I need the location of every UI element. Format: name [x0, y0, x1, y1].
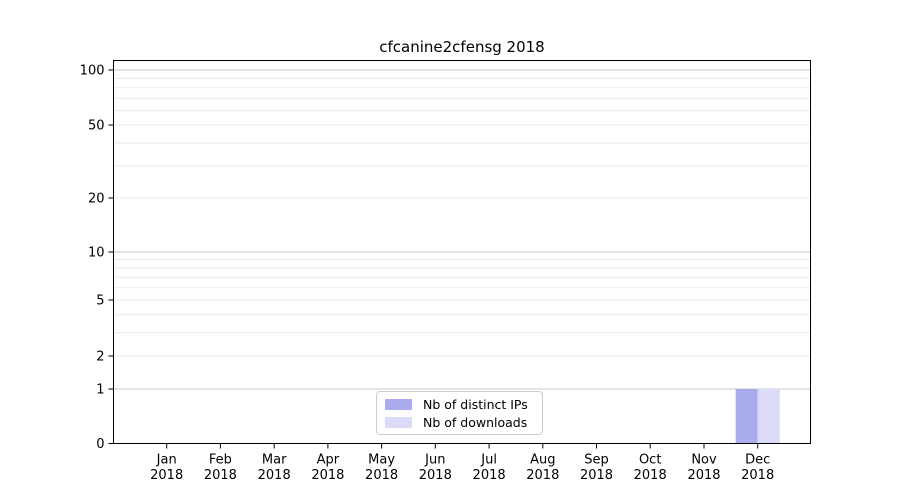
x-axis: Jan2018Feb2018Mar2018Apr2018May2018Jun20…: [150, 443, 774, 483]
y-tick-label-0: 0: [96, 437, 104, 452]
x-tick-label-month-aug: Aug: [530, 453, 555, 468]
x-tick-label-month-may: May: [368, 453, 395, 468]
x-tick-label-year-nov: 2018: [687, 468, 720, 483]
y-axis: 0 1 2 5 10 20 50 100: [80, 64, 114, 452]
y-tick-label-5: 5: [96, 294, 104, 309]
x-tick-label-year-jul: 2018: [473, 468, 506, 483]
x-tick-label-year-sep: 2018: [580, 468, 613, 483]
legend-item-distinct-ips: Nb of distinct IPs: [385, 397, 542, 412]
y-tick-label-10: 10: [88, 246, 105, 261]
x-tick-label-year-may: 2018: [365, 468, 398, 483]
y-tick-label-50: 50: [88, 119, 105, 134]
legend-box: Nb of distinct IPs Nb of downloads: [376, 391, 543, 435]
x-tick-label-year-apr: 2018: [311, 468, 344, 483]
x-tick-label-month-sep: Sep: [584, 453, 609, 468]
legend-label-distinct-ips: Nb of distinct IPs: [423, 396, 528, 412]
bar-nb-of-downloads-dec: [757, 389, 780, 444]
x-tick-label-month-jul: Jul: [480, 453, 497, 468]
x-tick-label-month-dec: Dec: [745, 453, 770, 468]
x-tick-label-year-aug: 2018: [526, 468, 559, 483]
gridlines: [113, 69, 811, 390]
x-tick-label-year-feb: 2018: [204, 468, 237, 483]
x-tick-label-month-mar: Mar: [262, 453, 287, 468]
x-tick-label-year-jun: 2018: [419, 468, 452, 483]
x-tick-label-year-jan: 2018: [150, 468, 183, 483]
x-tick-label-month-jan: Jan: [156, 453, 177, 468]
y-tick-label-2: 2: [96, 350, 104, 365]
x-tick-label-month-oct: Oct: [639, 453, 661, 468]
legend-item-downloads: Nb of downloads: [385, 415, 542, 430]
legend-swatch-distinct-ips: [385, 398, 412, 410]
chart-title: cfcanine2cfensg 2018: [379, 38, 545, 56]
x-tick-label-month-nov: Nov: [691, 453, 717, 468]
y-tick-label-1: 1: [96, 383, 104, 398]
y-tick-label-100: 100: [80, 64, 105, 79]
x-tick-label-month-jun: Jun: [424, 453, 445, 468]
x-tick-label-year-dec: 2018: [741, 468, 774, 483]
x-tick-label-year-oct: 2018: [634, 468, 667, 483]
y-tick-label-20: 20: [88, 192, 105, 207]
bar-nb-of-distinct-ips-dec: [735, 389, 758, 444]
x-tick-label-month-apr: Apr: [317, 453, 340, 468]
legend-swatch-downloads: [385, 416, 412, 428]
x-tick-label-year-mar: 2018: [258, 468, 291, 483]
bars: [735, 389, 780, 444]
x-tick-label-month-feb: Feb: [209, 453, 232, 468]
legend-label-downloads: Nb of downloads: [423, 414, 528, 430]
